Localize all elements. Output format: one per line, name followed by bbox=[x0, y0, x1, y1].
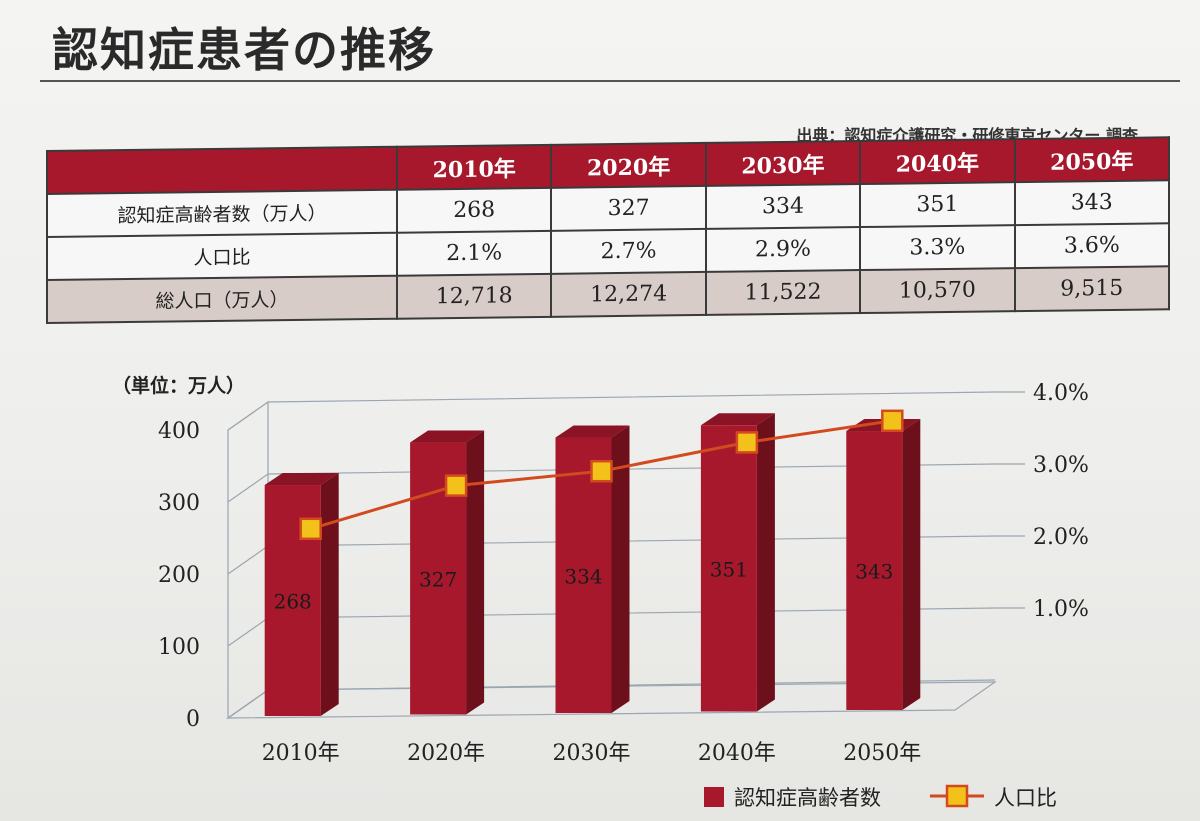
table-cell: 334 bbox=[705, 184, 861, 229]
table-cell: 2.7% bbox=[551, 228, 706, 274]
bar bbox=[846, 419, 921, 710]
bar-top bbox=[700, 413, 775, 426]
y-tick-label: 200 bbox=[158, 563, 200, 588]
bar-top bbox=[410, 430, 485, 443]
bar-side bbox=[466, 430, 485, 715]
y-tick-label: 300 bbox=[158, 491, 200, 516]
y2-tick-label: 3.0% bbox=[1033, 453, 1089, 478]
table-cell: 343 bbox=[1014, 180, 1169, 226]
bar-data-label: 327 bbox=[419, 568, 457, 592]
combo-chart: 268 327 334 351 343 0 100 200 300 400 （単位：万人） 1.0%… bbox=[112, 374, 1089, 810]
table-cell: 327 bbox=[551, 185, 706, 231]
y-axis-title: （単位：万人） bbox=[112, 374, 245, 397]
row-label: 総人口（万人） bbox=[47, 275, 397, 323]
table-header-cell: 2020年 bbox=[551, 142, 706, 188]
table-cell: 268 bbox=[397, 187, 552, 233]
x-tick-label: 2040年 bbox=[698, 741, 776, 766]
table-cell: 2.1% bbox=[397, 230, 552, 276]
legend-bar-swatch bbox=[704, 787, 724, 807]
chart-area: 268 327 334 351 343 0 100 200 300 400 （単位：万人） 1.0%… bbox=[0, 350, 1200, 821]
bar-top bbox=[555, 425, 630, 438]
bar bbox=[700, 413, 775, 712]
table-cell: 11,522 bbox=[705, 270, 861, 315]
bar-data-label: 351 bbox=[710, 557, 748, 581]
data-table: 2010年 2020年 2030年 2040年 2050年 認知症高齢者数（万人… bbox=[46, 136, 1170, 324]
x-tick-label: 2030年 bbox=[553, 741, 631, 766]
legend-line-marker bbox=[945, 784, 969, 808]
x-tick-label: 2020年 bbox=[407, 741, 485, 766]
line-marker bbox=[735, 431, 759, 454]
y-tick-label: 0 bbox=[186, 707, 200, 732]
y2-tick-label: 1.0% bbox=[1033, 597, 1089, 622]
bar-side bbox=[756, 413, 775, 712]
row-label: 人口比 bbox=[47, 232, 397, 280]
table-cell: 10,570 bbox=[860, 268, 1015, 314]
bar-front bbox=[555, 437, 612, 713]
y2-tick-label: 4.0% bbox=[1033, 381, 1089, 406]
y2-tick-label: 2.0% bbox=[1033, 525, 1089, 550]
table-header-cell: 2050年 bbox=[1014, 137, 1169, 183]
legend-bar-label: 認知症高齢者数 bbox=[734, 786, 881, 810]
bar bbox=[555, 425, 630, 713]
table-header-cell bbox=[47, 146, 397, 194]
bar-side bbox=[320, 473, 339, 716]
gridline bbox=[227, 391, 996, 431]
table-cell: 2.9% bbox=[705, 227, 861, 272]
page-title: 認知症患者の推移 bbox=[52, 23, 436, 77]
line-marker bbox=[881, 409, 904, 433]
table-cell: 9,515 bbox=[1014, 266, 1169, 312]
title-divider bbox=[40, 80, 1180, 82]
bar-data-label: 268 bbox=[274, 590, 312, 614]
line-marker bbox=[444, 474, 468, 497]
legend-line-label: 人口比 bbox=[994, 786, 1057, 810]
bar-data-label: 343 bbox=[855, 560, 893, 584]
y-tick-label: 400 bbox=[158, 419, 200, 444]
table-cell: 12,274 bbox=[551, 271, 706, 317]
bar bbox=[264, 473, 339, 716]
table-header-cell: 2010年 bbox=[397, 144, 552, 190]
row-label: 認知症高齢者数（万人） bbox=[47, 189, 397, 237]
table-cell: 3.6% bbox=[1014, 223, 1169, 269]
table-cell: 12,718 bbox=[397, 273, 552, 319]
line-marker bbox=[590, 459, 613, 483]
bar-side bbox=[902, 419, 921, 710]
line-marker bbox=[299, 517, 322, 541]
y-tick-label: 100 bbox=[158, 635, 200, 660]
x-tick-label: 2010年 bbox=[262, 741, 340, 766]
bar-data-label: 334 bbox=[564, 564, 602, 588]
bar-front bbox=[846, 431, 903, 710]
table-header-cell: 2030年 bbox=[705, 141, 861, 186]
table-cell: 3.3% bbox=[860, 225, 1015, 271]
x-tick-label: 2050年 bbox=[843, 741, 921, 766]
bar-front bbox=[700, 425, 757, 712]
bar-side bbox=[611, 425, 630, 713]
table-cell: 351 bbox=[860, 182, 1015, 228]
bar-top bbox=[264, 473, 339, 486]
table-header-cell: 2040年 bbox=[860, 139, 1015, 185]
